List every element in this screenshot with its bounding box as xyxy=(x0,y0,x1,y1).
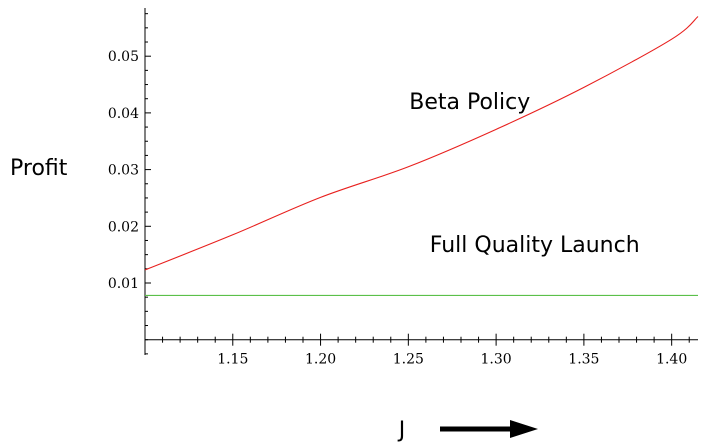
x-tick-label: 1.25 xyxy=(393,352,424,368)
y-tick-label: 0.03 xyxy=(108,163,139,179)
x-axis-label: J xyxy=(397,418,406,443)
x-ticks: 1.15 1.20 1.25 1.30 1.35 1.40 xyxy=(217,333,687,368)
annotation-beta-policy: Beta Policy xyxy=(409,90,530,115)
y-tick-label: 0.04 xyxy=(108,106,139,122)
x-tick-label: 1.30 xyxy=(481,352,512,368)
y-axis-label: Profit xyxy=(10,156,68,181)
minor-ticks xyxy=(144,13,690,355)
y-tick-label: 0.05 xyxy=(108,49,139,65)
right-arrow-icon xyxy=(440,420,538,438)
y-ticks: 0.01 0.02 0.03 0.04 0.05 xyxy=(108,49,151,292)
x-tick-label: 1.35 xyxy=(568,352,599,368)
annotation-full-quality-launch: Full Quality Launch xyxy=(430,233,640,258)
x-tick-label: 1.40 xyxy=(656,352,687,368)
x-tick-label: 1.20 xyxy=(305,352,336,368)
y-tick-label: 0.01 xyxy=(108,276,139,292)
x-tick-label: 1.15 xyxy=(217,352,248,368)
series-line-beta-policy xyxy=(144,16,699,271)
series-layer xyxy=(144,16,699,297)
y-tick-label: 0.02 xyxy=(108,219,139,235)
